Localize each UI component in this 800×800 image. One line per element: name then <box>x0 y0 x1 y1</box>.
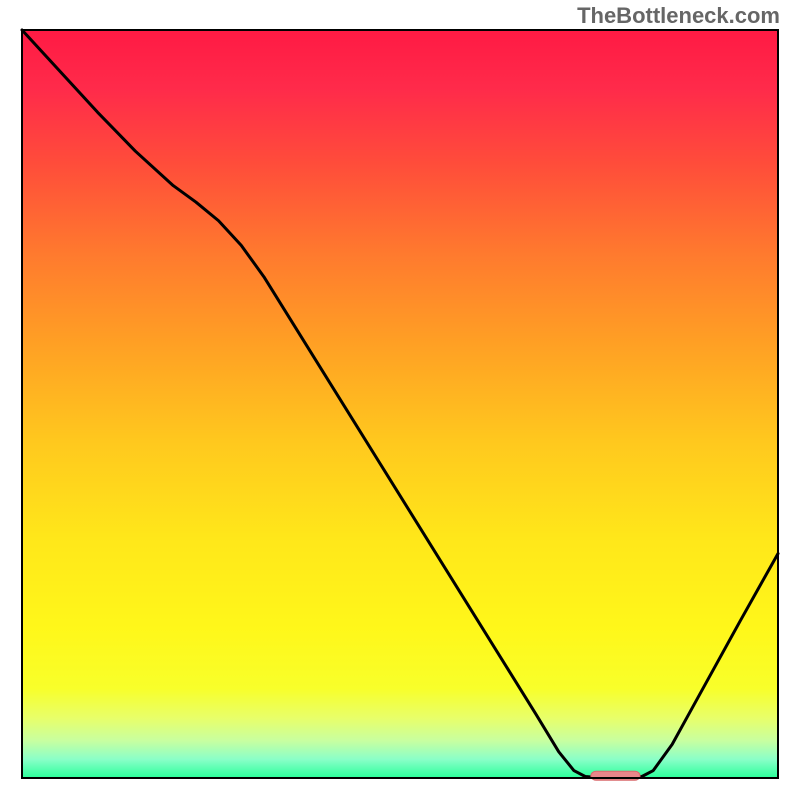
chart-background <box>22 30 778 778</box>
bottleneck-chart <box>0 0 800 800</box>
watermark-text: TheBottleneck.com <box>577 3 780 29</box>
